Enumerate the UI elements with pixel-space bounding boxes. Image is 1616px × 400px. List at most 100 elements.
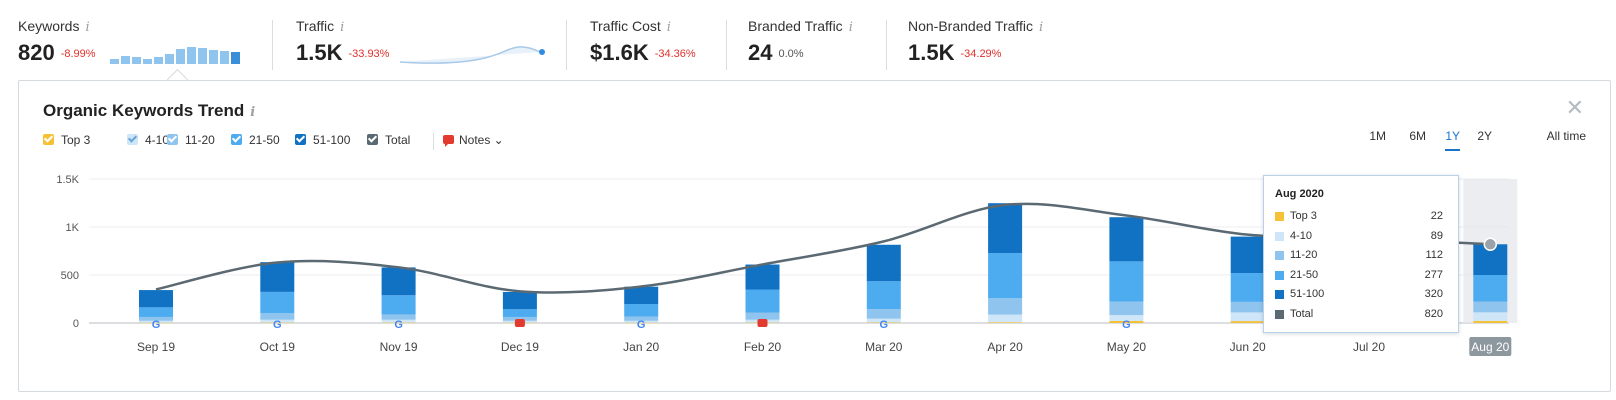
bar-segment <box>1109 261 1144 302</box>
bar-segment <box>988 253 1023 299</box>
bar-segment <box>139 320 173 323</box>
legend-item-11-20[interactable]: 11-20 <box>167 133 215 147</box>
checkbox-icon <box>43 134 54 145</box>
x-tick-label: Jun 20 <box>1230 340 1266 354</box>
metric-value: 24 <box>748 40 773 65</box>
google-update-icon: G <box>880 319 889 331</box>
x-tick-label: Feb 20 <box>744 340 782 354</box>
x-tick-label: Sep 19 <box>137 340 175 354</box>
bar-segment <box>988 203 1023 254</box>
range-6m[interactable]: 6M <box>1409 129 1426 143</box>
info-icon[interactable]: i <box>340 20 345 35</box>
sparkline-point <box>539 49 545 55</box>
tooltip-value: 22 <box>1430 210 1443 222</box>
bar-segment <box>1230 321 1265 323</box>
bar-segment <box>1473 312 1508 321</box>
metric-label: Non-Branded Traffic <box>908 18 1034 34</box>
tooltip-swatch <box>1275 309 1284 319</box>
bar-segment <box>139 290 173 308</box>
traffic-sparkline <box>400 46 545 64</box>
metrics-bar: Keywords i 820 -8.99% Traffic i 1.5K -33.93%… <box>0 0 1616 80</box>
divider <box>886 20 887 70</box>
google-update-icon: G <box>637 319 646 331</box>
metric-traffic-cost[interactable]: Traffic Cost i $1.6K -34.36% <box>590 18 720 70</box>
bar-segment <box>1473 320 1508 323</box>
chart-tooltip: Aug 2020 Top 3 22 4-10 89 11-20 112 21-50 277 51… <box>1263 175 1459 333</box>
bar-segment <box>139 316 173 321</box>
legend-item-4-10[interactable]: 4-10 <box>127 133 169 147</box>
bar-segment <box>1109 301 1144 316</box>
legend-item-21-50[interactable]: 21-50 <box>231 133 280 147</box>
tooltip-label: 21-50 <box>1290 268 1319 281</box>
divider <box>433 133 434 150</box>
x-tick-label: Oct 19 <box>260 340 296 354</box>
checkbox-icon <box>231 134 242 145</box>
panel-title: Organic Keywords Trend <box>43 101 245 120</box>
info-icon[interactable]: i <box>1039 20 1044 35</box>
divider <box>272 20 273 70</box>
sparkline-bar <box>132 57 141 64</box>
sparkline-bar <box>143 59 152 64</box>
info-icon[interactable]: i <box>250 105 256 120</box>
bar-segment <box>502 316 537 321</box>
info-icon[interactable]: i <box>85 20 90 35</box>
tooltip-row: 21-50 277 <box>1275 269 1449 283</box>
tooltip-swatch <box>1275 270 1284 280</box>
metric-non-branded-traffic[interactable]: Non-Branded Traffic i 1.5K -34.29% <box>908 18 1078 70</box>
metric-value: 1.5K <box>908 40 955 65</box>
google-update-icon: G <box>1122 319 1131 331</box>
legend-item-51-100[interactable]: 51-100 <box>295 133 350 147</box>
divider <box>566 20 567 70</box>
tooltip-label: 4-10 <box>1290 229 1313 242</box>
sparkline-bar <box>220 51 229 64</box>
bar-segment <box>624 320 659 323</box>
sparkline-bar <box>121 56 130 64</box>
bar-segment <box>988 298 1023 315</box>
bar-segment <box>1473 275 1508 302</box>
metric-change: -33.93% <box>348 48 390 60</box>
total-point <box>1483 237 1498 252</box>
info-icon[interactable]: i <box>666 20 671 35</box>
metric-change: -34.29% <box>960 48 1002 60</box>
range-all-time[interactable]: All time <box>1546 129 1586 143</box>
x-tick-label: May 20 <box>1107 340 1147 354</box>
legend-item-top-3[interactable]: Top 3 <box>43 133 90 147</box>
tooltip-value: 112 <box>1425 249 1443 261</box>
bar-segment <box>139 322 173 324</box>
keywords-trend-chart[interactable]: 0 500 1K 1.5K G G G G G G Sep 19 Oct 19 Nov 19 Dec 19… <box>19 81 1610 391</box>
legend-item-total[interactable]: Total <box>367 133 410 147</box>
bar-segment <box>1230 312 1265 322</box>
metric-traffic[interactable]: Traffic i 1.5K -33.93% <box>296 18 546 70</box>
y-tick-label: 0 <box>73 318 79 330</box>
close-icon[interactable]: ✕ <box>1565 95 1584 120</box>
range-1y[interactable]: 1Y <box>1445 129 1460 151</box>
checkbox-icon <box>127 134 138 145</box>
tooltip-value: 820 <box>1424 307 1443 320</box>
tooltip-title: Aug 2020 <box>1275 188 1324 200</box>
tooltip-swatch <box>1275 231 1284 241</box>
x-tick-label: Nov 19 <box>380 340 418 354</box>
metric-value: 1.5K <box>296 40 343 65</box>
bar-segment <box>988 322 1023 323</box>
info-icon[interactable]: i <box>848 20 853 35</box>
range-1m[interactable]: 1M <box>1369 129 1386 143</box>
sparkline-bar <box>231 52 240 64</box>
bar-segment <box>381 267 416 296</box>
sparkline-bar <box>198 48 207 64</box>
tooltip-row: 51-100 320 <box>1275 288 1449 302</box>
bar-segment <box>381 319 416 323</box>
y-tick-label: 1K <box>66 222 80 234</box>
bar-segment <box>260 313 295 320</box>
bar-segment <box>381 314 416 320</box>
sparkline-bar <box>165 54 174 64</box>
tooltip-label: Top 3 <box>1290 210 1317 222</box>
range-2y[interactable]: 2Y <box>1477 129 1492 143</box>
bar-segment <box>1230 273 1265 302</box>
tooltip-value: 320 <box>1424 288 1443 300</box>
metric-keywords[interactable]: Keywords i 820 -8.99% <box>18 18 258 70</box>
metric-label: Traffic Cost <box>590 18 661 34</box>
bar-segment <box>139 307 173 317</box>
notes-icon <box>443 135 454 147</box>
metric-branded-traffic[interactable]: Branded Traffic i 24 0.0% <box>748 18 878 70</box>
notes-dropdown[interactable]: Notes ⌄ <box>443 133 504 147</box>
